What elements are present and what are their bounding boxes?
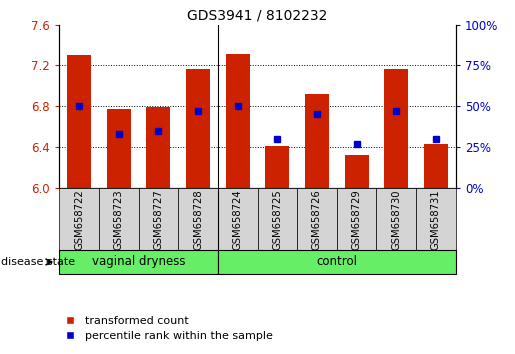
- Bar: [186, 69, 210, 188]
- Title: GDS3941 / 8102232: GDS3941 / 8102232: [187, 8, 328, 22]
- Bar: [384, 69, 408, 188]
- Legend: transformed count, percentile rank within the sample: transformed count, percentile rank withi…: [65, 315, 272, 341]
- Text: control: control: [316, 256, 357, 268]
- Bar: [424, 144, 448, 188]
- Bar: [305, 94, 329, 188]
- Bar: [265, 146, 289, 188]
- Text: vaginal dryness: vaginal dryness: [92, 256, 185, 268]
- Bar: [178, 188, 218, 250]
- Bar: [59, 250, 218, 274]
- Text: GSM658724: GSM658724: [233, 189, 243, 250]
- Bar: [226, 54, 250, 188]
- Bar: [218, 188, 258, 250]
- Bar: [146, 107, 170, 188]
- Bar: [139, 188, 178, 250]
- Text: GSM658726: GSM658726: [312, 189, 322, 250]
- Text: GSM658731: GSM658731: [431, 189, 441, 250]
- Text: disease state: disease state: [1, 257, 75, 267]
- Text: GSM658727: GSM658727: [153, 189, 163, 250]
- Text: GSM658722: GSM658722: [74, 189, 84, 250]
- Bar: [107, 109, 131, 188]
- Bar: [59, 188, 99, 250]
- Bar: [345, 155, 369, 188]
- Bar: [376, 188, 416, 250]
- Bar: [416, 188, 456, 250]
- Bar: [297, 188, 337, 250]
- Text: GSM658729: GSM658729: [352, 189, 362, 250]
- Text: GSM658723: GSM658723: [114, 189, 124, 250]
- Text: GSM658728: GSM658728: [193, 189, 203, 250]
- Bar: [67, 55, 91, 188]
- Bar: [337, 188, 376, 250]
- Text: GSM658725: GSM658725: [272, 189, 282, 250]
- Text: GSM658730: GSM658730: [391, 189, 401, 250]
- Bar: [99, 188, 139, 250]
- Bar: [258, 188, 297, 250]
- Bar: [218, 250, 456, 274]
